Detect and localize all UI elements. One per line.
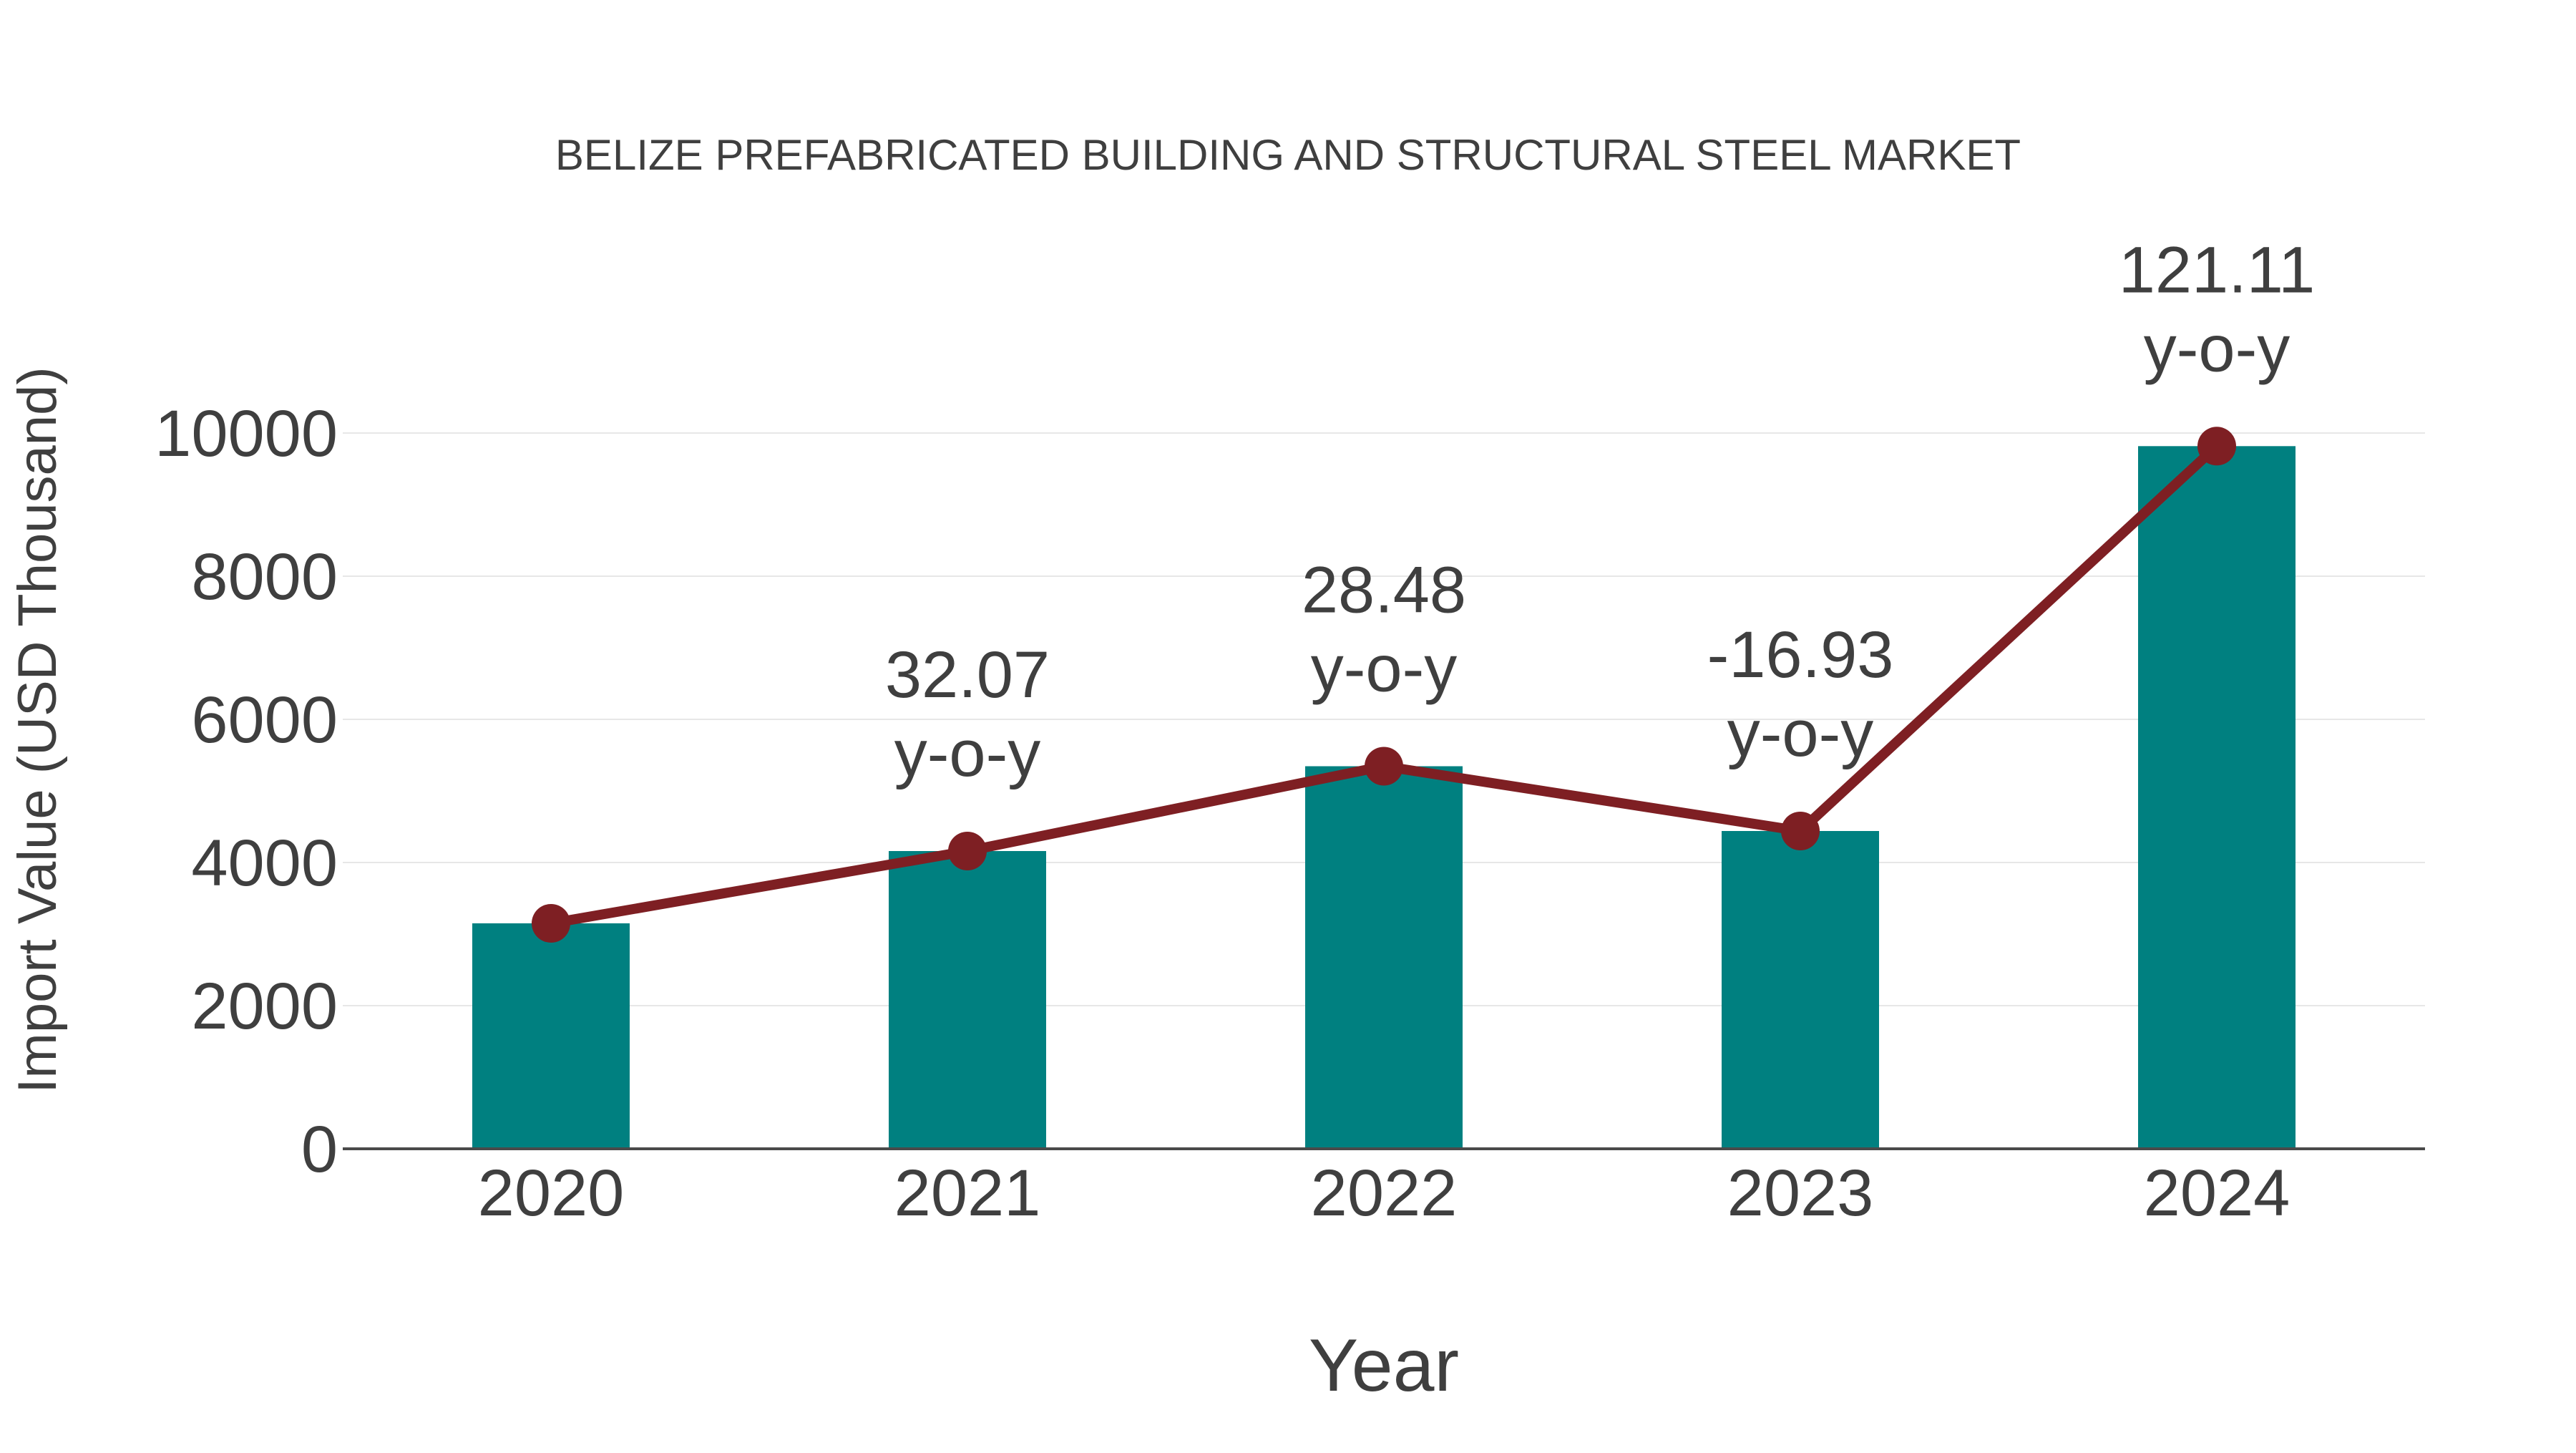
annotation-value-2021: 32.07: [885, 638, 1050, 711]
y-tick-label: 2000: [191, 970, 338, 1043]
annotation-suffix-2024: y-o-y: [2144, 312, 2290, 385]
trend-marker-2022[interactable]: [1365, 747, 1403, 786]
annotation-suffix-2022: y-o-y: [1311, 633, 1457, 706]
line-series: [532, 427, 2236, 943]
chart-title: BELIZE PREFABRICATED BUILDING AND STRUCT…: [555, 131, 2021, 179]
trend-marker-2020[interactable]: [532, 904, 570, 943]
y-tick-label: 4000: [191, 827, 338, 900]
trend-marker-2024[interactable]: [2197, 427, 2236, 466]
annotation-value-2023: -16.93: [1707, 618, 1894, 691]
y-tick-label: 0: [301, 1113, 338, 1186]
x-tick-labels: 2020 2021 2022 2023 2024: [478, 1157, 2290, 1230]
trend-marker-2023[interactable]: [1781, 812, 1820, 850]
bar-2022[interactable]: [1305, 766, 1463, 1150]
annotation-suffix-2023: y-o-y: [1727, 697, 1873, 770]
x-tick-label-2024: 2024: [2144, 1157, 2290, 1230]
y-tick-label: 6000: [191, 684, 338, 757]
annotation-value-2022: 28.48: [1302, 554, 1466, 627]
annotations: 32.07y-o-y28.48y-o-y -16.93y-o-y121.11y-o…: [885, 233, 2315, 790]
bar-2024[interactable]: [2138, 446, 2296, 1149]
trend-marker-2021[interactable]: [948, 832, 987, 870]
annotation-value-2024: 121.11: [2119, 233, 2316, 306]
bar-series: [472, 446, 2296, 1149]
y-tick-labels: 0 2000 4000 6000 8000 10000: [155, 397, 338, 1186]
x-tick-label-2023: 2023: [1727, 1157, 1874, 1230]
x-axis-title: Year: [1309, 1324, 1459, 1407]
x-tick-label-2021: 2021: [894, 1157, 1041, 1230]
bar-2020[interactable]: [472, 923, 630, 1149]
y-tick-label: 8000: [191, 540, 338, 613]
y-tick-label: 10000: [155, 397, 338, 470]
y-axis-title: Import Value (USD Thousand): [7, 366, 68, 1093]
bar-2021[interactable]: [889, 851, 1046, 1149]
x-tick-label-2020: 2020: [478, 1157, 625, 1230]
bar-2023[interactable]: [1722, 831, 1879, 1149]
annotation-suffix-2021: y-o-y: [894, 717, 1040, 790]
x-tick-label-2022: 2022: [1311, 1157, 1458, 1230]
